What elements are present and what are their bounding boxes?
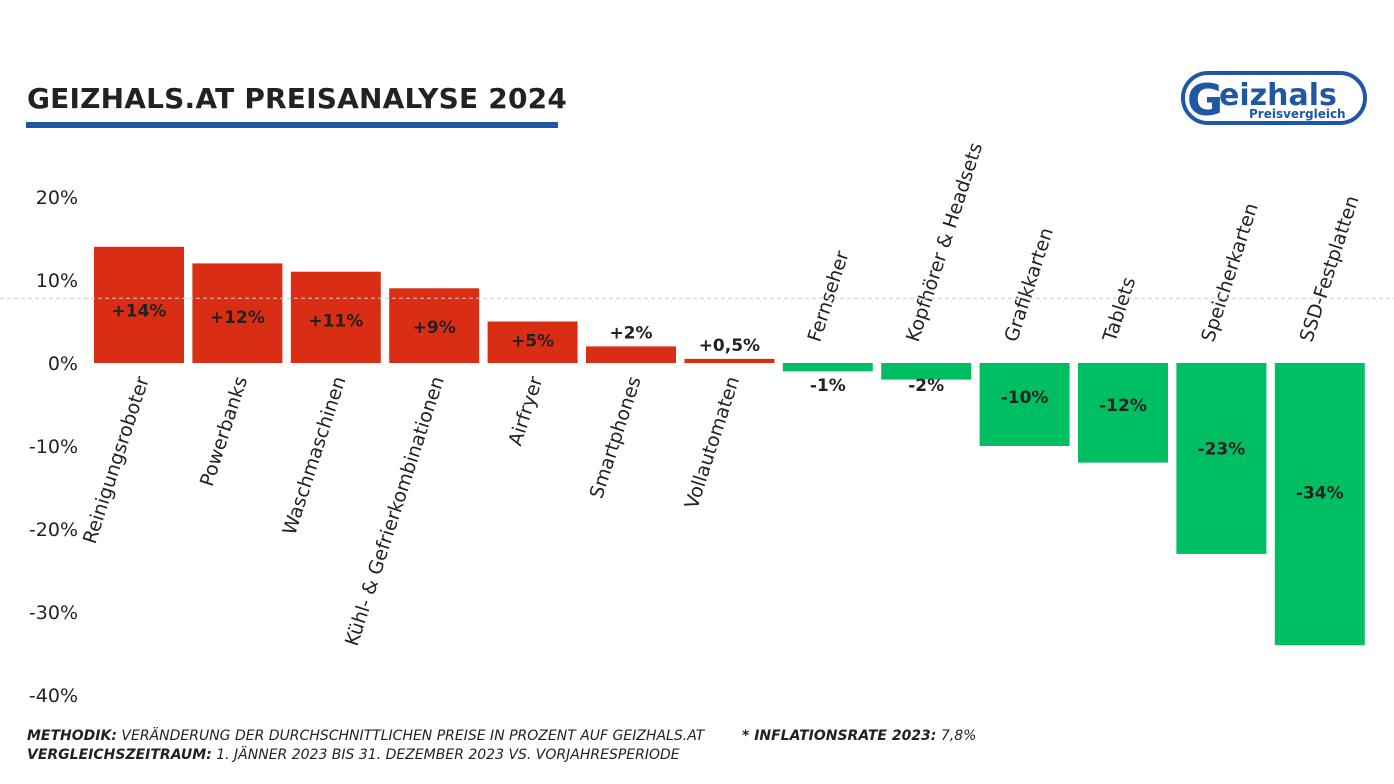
bar (94, 246, 184, 363)
category-label: Powerbanks (196, 374, 252, 489)
category-label: Reinigungsroboter (79, 374, 154, 547)
geizhals-logo: G eizhals Preisvergleich (1181, 71, 1367, 125)
data-label: +2% (609, 323, 652, 343)
methodik-text: VERÄNDERUNG DER DURCHSCHNITTLICHEN PREIS… (121, 728, 705, 744)
data-label: -12% (1099, 396, 1147, 416)
methodik-label: METHODIK: (27, 728, 117, 744)
bar (782, 363, 873, 372)
y-tick-label: -40% (29, 685, 78, 707)
data-label: +12% (210, 308, 265, 328)
zeitraum-text: 1. JÄNNER 2023 BIS 31. DEZEMBER 2023 VS.… (216, 747, 680, 763)
y-tick-label: 0% (48, 353, 78, 375)
category-label: Kopfhörer & Headsets (902, 140, 987, 345)
data-label: +14% (112, 302, 167, 322)
data-label: -23% (1198, 440, 1246, 460)
category-label: SSD-Festplatten (1296, 193, 1364, 345)
category-label: Vollautomaten (681, 374, 745, 512)
inflation-text: 7,8% (940, 728, 977, 744)
zeitraum-label: VERGLEICHSZEITRAUM: (27, 747, 212, 763)
bar (290, 271, 381, 363)
data-label: -1% (810, 376, 846, 396)
data-label: +0,5% (699, 336, 760, 356)
data-label: +5% (511, 331, 554, 351)
data-label: -34% (1296, 483, 1344, 503)
bar (487, 321, 578, 363)
data-label: +11% (308, 311, 363, 331)
svg-text:G: G (1187, 75, 1223, 125)
category-label: Grafikkarten (1000, 225, 1058, 344)
bar (684, 358, 775, 363)
y-tick-label: -30% (29, 602, 78, 624)
category-label: Waschmaschinen (279, 374, 351, 538)
bar (1176, 363, 1267, 554)
y-tick-label: -20% (29, 519, 78, 541)
data-label: -10% (1001, 388, 1049, 408)
category-label: Fernseher (804, 248, 854, 345)
category-label: Kühl- & Gefrierkombinationen (341, 374, 449, 649)
svg-text:eizhals: eizhals (1219, 78, 1337, 113)
category-label: Tablets (1099, 275, 1141, 346)
bar (881, 363, 972, 380)
footer-inflation: * INFLATIONSRATE 2023: 7,8% (742, 728, 976, 744)
footer-zeitraum: VERGLEICHSZEITRAUM: 1. JÄNNER 2023 BIS 3… (27, 747, 680, 763)
data-label: +9% (413, 318, 456, 338)
svg-text:Preisvergleich: Preisvergleich (1249, 107, 1346, 121)
bar (586, 346, 676, 363)
data-label: -2% (908, 376, 944, 396)
bar (389, 288, 480, 363)
bar (1078, 363, 1168, 463)
bar (979, 363, 1070, 446)
category-label: Speicherkarten (1197, 200, 1263, 344)
footer-methodik: METHODIK: VERÄNDERUNG DER DURCHSCHNITTLI… (27, 728, 704, 744)
inflation-label: * INFLATIONSRATE 2023: (742, 728, 937, 744)
category-label: Airfryer (504, 374, 547, 449)
page-title: GEIZHALS.AT PREISANALYSE 2024 (27, 82, 568, 115)
y-tick-label: 10% (36, 270, 78, 292)
y-tick-label: -10% (29, 436, 78, 458)
bar (1274, 363, 1365, 646)
category-label: Smartphones (586, 374, 646, 501)
y-tick-label: 20% (36, 187, 78, 209)
bar (192, 263, 283, 363)
title-underline (26, 122, 558, 128)
